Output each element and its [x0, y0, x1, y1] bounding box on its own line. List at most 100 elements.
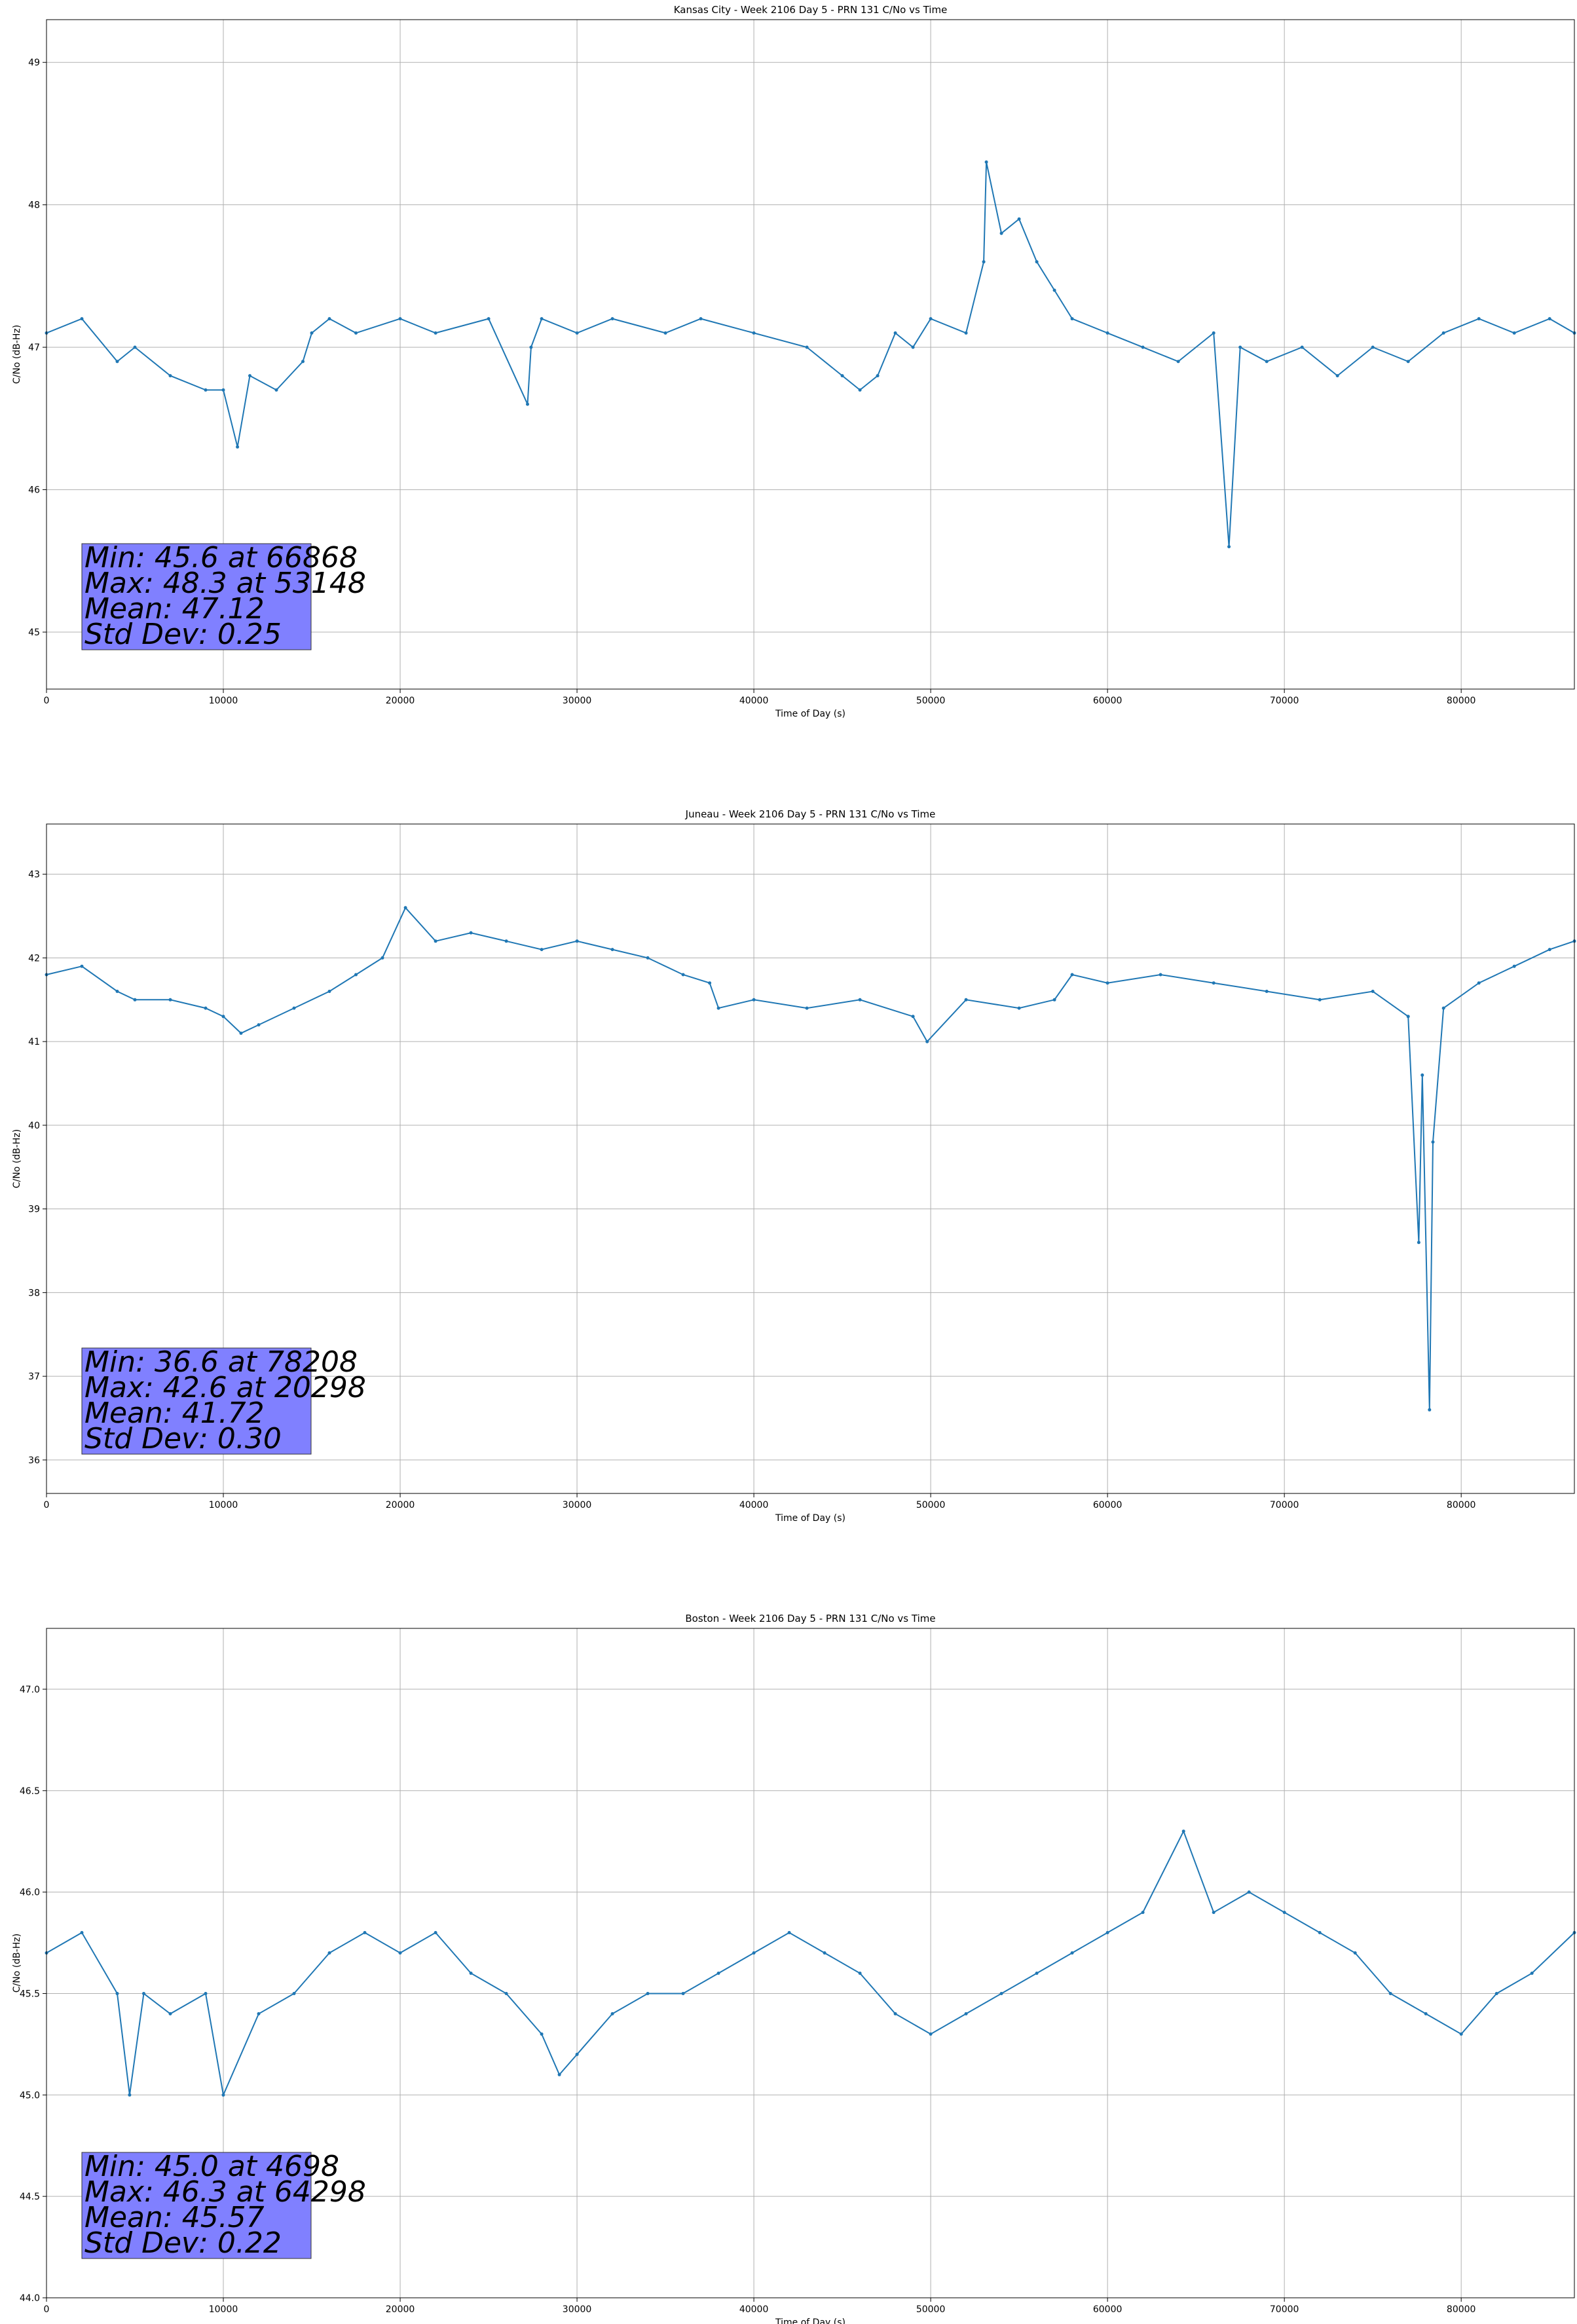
y-tick-label: 46.0	[20, 1888, 40, 1898]
data-point	[327, 1951, 331, 1955]
data-point	[1238, 345, 1242, 349]
stats-line1: Min: 45.0 at 4698	[84, 2150, 339, 2183]
y-tick-label: 47	[28, 343, 40, 353]
x-tick-label: 60000	[1093, 1500, 1122, 1510]
data-point	[301, 360, 305, 364]
data-point	[1017, 217, 1021, 221]
data-point	[610, 317, 614, 321]
data-point	[142, 1992, 145, 1995]
y-tick-label: 43	[28, 870, 40, 880]
stats-box	[81, 543, 312, 650]
data-point	[1070, 317, 1074, 321]
stats-line2: Max: 46.3 at 64298	[84, 2175, 366, 2209]
y-tick-label: 47.0	[20, 1685, 40, 1695]
data-point	[540, 2032, 544, 2036]
x-tick-label: 70000	[1270, 1500, 1299, 1510]
axes-frame	[46, 19, 1575, 690]
data-point	[964, 331, 968, 335]
data-point	[876, 374, 880, 378]
data-point	[239, 1031, 243, 1035]
data-point	[1371, 990, 1375, 993]
data-point	[1212, 1911, 1215, 1915]
data-point	[168, 374, 172, 378]
y-tick-label: 37	[28, 1372, 40, 1382]
data-point	[1388, 1992, 1392, 1995]
data-point	[1300, 345, 1304, 349]
data-point	[487, 317, 491, 321]
data-point	[716, 1972, 720, 1975]
chart-panel: 0 10000 20000 30000 40000 50000 60000 70000 8000…	[12, 808, 1576, 1524]
x-tick-label: 60000	[1093, 696, 1122, 706]
data-point	[787, 1931, 791, 1934]
y-tick-label: 41	[28, 1037, 40, 1047]
data-point	[805, 1006, 809, 1010]
data-point	[133, 345, 137, 349]
stats-line3: Mean: 47.12	[84, 592, 265, 626]
data-point	[221, 1015, 225, 1019]
data-point	[469, 1972, 473, 1975]
data-point	[1035, 1972, 1039, 1975]
chart-panel: 0 10000 20000 30000 40000 50000 60000 70000 8000…	[12, 4, 1576, 719]
data-point	[274, 388, 278, 392]
data-point	[115, 360, 119, 364]
data-point	[575, 2052, 579, 2056]
x-axis-label: Time of Day (s)	[775, 2317, 845, 2324]
data-point	[128, 2093, 132, 2097]
data-point	[540, 317, 544, 321]
data-point	[115, 1992, 119, 1995]
data-point	[911, 1015, 915, 1019]
data-point	[1265, 360, 1269, 364]
data-point	[504, 939, 508, 943]
data-point	[1494, 1992, 1498, 1995]
data-point	[699, 317, 703, 321]
data-point	[1227, 545, 1231, 549]
y-tick-label: 45.0	[20, 2090, 40, 2101]
data-point	[752, 331, 756, 335]
data-point	[292, 1006, 296, 1010]
data-point	[557, 2072, 561, 2076]
data-point	[1428, 1408, 1432, 1412]
stats-line4: Std Dev: 0.25	[84, 618, 282, 651]
data-point	[236, 445, 240, 449]
x-tick-label: 0	[44, 2304, 50, 2315]
data-point	[434, 1931, 437, 1934]
data-point	[1431, 1140, 1435, 1144]
data-point	[752, 998, 756, 1002]
data-point	[752, 1951, 756, 1955]
data-point	[1141, 345, 1145, 349]
data-point	[1181, 1829, 1185, 1833]
data-point	[504, 1992, 508, 1995]
data-point	[398, 317, 402, 321]
data-point	[984, 160, 988, 164]
x-tick-label: 40000	[739, 1500, 769, 1510]
data-point	[257, 2012, 261, 2015]
data-point	[858, 1972, 862, 1975]
data-point	[540, 948, 544, 952]
data-point	[204, 1006, 208, 1010]
y-tick-label: 48	[28, 200, 40, 211]
x-tick-label: 70000	[1270, 696, 1299, 706]
stats-line3: Mean: 45.57	[84, 2201, 265, 2234]
y-tick-label: 45.5	[20, 1989, 40, 1999]
data-point	[681, 1992, 685, 1995]
data-point	[1406, 1015, 1410, 1019]
data-point	[1035, 260, 1039, 264]
x-tick-label: 40000	[739, 2304, 769, 2315]
data-point	[248, 374, 251, 378]
y-tick-label: 39	[28, 1205, 40, 1215]
data-point	[1070, 1951, 1074, 1955]
x-tick-label: 30000	[563, 1500, 592, 1510]
data-point	[1371, 345, 1375, 349]
x-tick-label: 60000	[1093, 2304, 1122, 2315]
data-point	[327, 990, 331, 993]
x-tick-label: 80000	[1447, 2304, 1476, 2315]
data-point	[1141, 1911, 1145, 1915]
x-tick-label: 10000	[209, 2304, 238, 2315]
data-point	[1441, 1006, 1445, 1010]
data-point	[1459, 2032, 1463, 2036]
data-point	[663, 331, 667, 335]
data-point	[1247, 1890, 1251, 1894]
x-tick-label: 80000	[1447, 696, 1476, 706]
x-tick-label: 20000	[386, 2304, 415, 2315]
